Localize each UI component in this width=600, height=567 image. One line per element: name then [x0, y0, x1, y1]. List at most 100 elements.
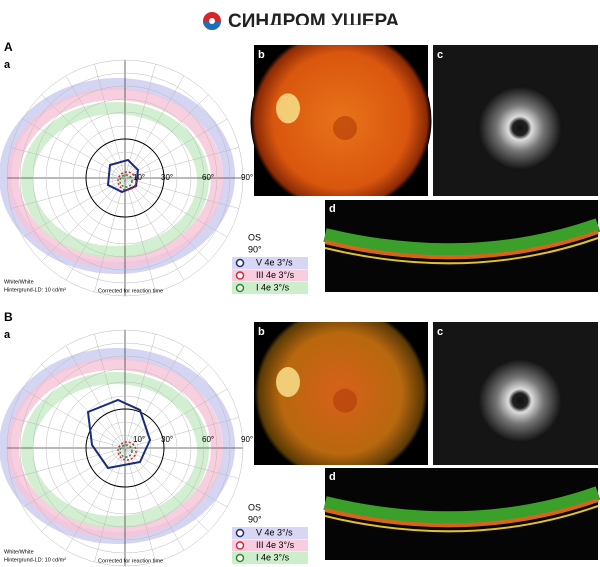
meridian	[124, 177, 185, 281]
sub-label: d	[329, 471, 336, 483]
isopter	[119, 444, 133, 458]
meridian	[124, 388, 228, 449]
ring	[72, 125, 178, 231]
isopter	[106, 158, 140, 194]
meridian	[124, 147, 240, 179]
meridian	[22, 177, 126, 238]
ring	[32, 355, 218, 541]
legend-marker	[235, 283, 245, 293]
meridian	[124, 177, 228, 238]
sub-label: b	[258, 326, 265, 338]
meridian	[65, 345, 126, 449]
ring	[45, 368, 205, 528]
ring	[6, 59, 244, 297]
meridian	[41, 177, 126, 262]
meridian	[65, 177, 126, 281]
oct-layer	[324, 505, 599, 533]
sub-label: b	[258, 49, 265, 61]
panel: Ba 10° 30° 60° 90° White/White Hintergrund-LD:…	[0, 302, 600, 567]
angle-label: 10°	[133, 435, 145, 444]
legend-box	[232, 552, 308, 564]
mask	[254, 25, 428, 45]
ring	[19, 342, 231, 554]
angle-label: 30°	[161, 173, 173, 182]
angle-label: 90°	[241, 173, 253, 182]
perimetry-chart: 10° 30° 60° 90°	[0, 329, 253, 567]
ring	[58, 381, 192, 515]
meridian	[94, 63, 126, 179]
meridian	[124, 177, 209, 262]
meridian	[124, 364, 209, 449]
meridian	[94, 333, 126, 449]
meridian	[124, 63, 156, 179]
ring	[58, 111, 192, 245]
macula	[333, 388, 357, 413]
sub-label: a	[4, 59, 11, 71]
meridian	[41, 447, 126, 532]
isopter	[119, 174, 133, 188]
legend-box	[232, 527, 308, 539]
legend-box	[232, 269, 308, 282]
meridian	[10, 417, 126, 449]
oct-layer	[324, 237, 599, 265]
sub-label: d	[329, 203, 336, 215]
note: Corrected for reaction time	[98, 558, 163, 564]
ring	[85, 408, 165, 488]
meridian	[124, 177, 156, 293]
angle-label: 60°	[202, 173, 214, 182]
legend-marker	[235, 541, 245, 550]
ring	[98, 421, 152, 475]
isopter-band	[0, 78, 235, 274]
meridian	[124, 447, 185, 551]
legend-marker	[235, 553, 245, 563]
meridian	[10, 447, 126, 479]
isopter	[86, 398, 152, 470]
perimetry-chart: 10° 30° 60° 90°	[0, 59, 253, 297]
meridian	[124, 118, 228, 179]
meridian	[124, 345, 185, 449]
meridian	[124, 94, 209, 179]
sub-label: a	[4, 329, 11, 341]
panel-label: B	[4, 310, 13, 324]
angle-label: 60°	[202, 435, 214, 444]
meridian	[10, 147, 126, 179]
oct-layer	[323, 486, 600, 526]
legend-marker	[235, 528, 245, 538]
panel-label: A	[4, 40, 13, 54]
sub-label: c	[437, 49, 443, 61]
optic-disc	[276, 93, 300, 124]
ring	[111, 434, 139, 462]
meridian	[124, 177, 240, 209]
legend-text: I 4e 3°/s	[256, 552, 290, 562]
panel: Aa 10° 30° 60° 90° White/White Hintergrund-LD:…	[0, 25, 600, 297]
meridian	[22, 388, 126, 449]
legend-text: III 4e 3°/s	[256, 540, 295, 550]
autofluorescence-ring	[478, 86, 562, 171]
meridian	[124, 447, 156, 563]
ring	[85, 138, 165, 218]
note: White/White	[4, 549, 34, 555]
legend-marker	[235, 258, 245, 268]
note: Corrected for reaction time	[98, 288, 163, 294]
meridian	[65, 75, 126, 179]
ring	[6, 329, 244, 567]
meridian	[10, 177, 126, 209]
legend-text: I 4e 3°/s	[256, 282, 290, 292]
meridian	[41, 364, 126, 449]
ring	[32, 85, 218, 271]
meridian	[124, 333, 156, 449]
meridian	[94, 177, 126, 293]
meridian	[124, 75, 185, 179]
note: Hintergrund-LD: 10 cd/m²	[4, 557, 66, 563]
isopter	[117, 441, 137, 461]
mask	[254, 302, 428, 322]
ring	[72, 395, 178, 501]
oct-layer	[323, 218, 600, 258]
ring	[19, 72, 231, 284]
note: White/White	[4, 279, 34, 285]
eye-label: OS	[248, 502, 261, 512]
legend-text: V 4e 3°/s	[256, 257, 293, 267]
legend-box	[232, 282, 308, 294]
isopter-band	[21, 372, 209, 528]
angle-label: 30°	[161, 435, 173, 444]
